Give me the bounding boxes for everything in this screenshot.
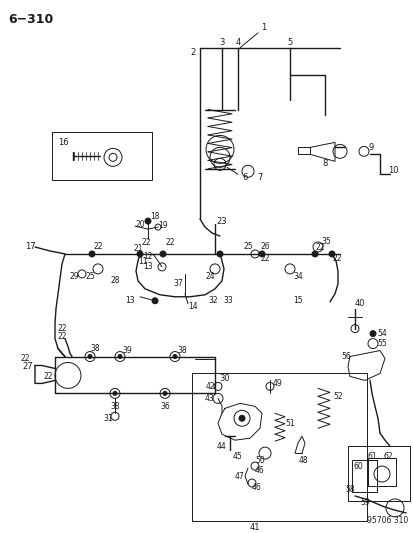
Text: 56: 56 xyxy=(340,352,350,361)
Text: 22: 22 xyxy=(314,244,324,253)
Text: 51: 51 xyxy=(285,419,294,428)
Text: 22: 22 xyxy=(165,238,174,247)
Text: 59: 59 xyxy=(359,498,369,507)
Text: 58: 58 xyxy=(344,486,354,495)
Circle shape xyxy=(328,251,334,257)
Text: 47: 47 xyxy=(235,472,244,481)
Circle shape xyxy=(163,391,166,395)
Text: 6−310: 6−310 xyxy=(8,13,53,26)
Circle shape xyxy=(145,218,151,224)
Text: 11: 11 xyxy=(138,257,147,266)
Bar xyxy=(367,458,395,486)
Text: 25: 25 xyxy=(242,243,252,252)
Text: 6: 6 xyxy=(242,173,247,182)
Circle shape xyxy=(88,354,92,359)
Circle shape xyxy=(118,354,122,359)
Text: 13: 13 xyxy=(125,296,135,305)
Text: 20: 20 xyxy=(135,220,145,229)
Text: 12: 12 xyxy=(143,253,152,262)
Circle shape xyxy=(113,391,117,395)
Text: 2: 2 xyxy=(190,49,195,57)
Text: 37: 37 xyxy=(173,279,183,288)
Circle shape xyxy=(238,415,244,421)
Bar xyxy=(351,460,376,492)
Text: 31: 31 xyxy=(103,414,112,423)
Text: 15: 15 xyxy=(292,296,302,305)
Text: 7: 7 xyxy=(257,173,262,182)
Text: 22: 22 xyxy=(141,238,150,247)
Text: 16: 16 xyxy=(57,138,68,147)
Text: 55: 55 xyxy=(376,339,386,348)
Text: 34: 34 xyxy=(292,272,302,281)
Text: 8: 8 xyxy=(322,159,327,168)
Text: 28: 28 xyxy=(110,276,119,285)
Text: 43: 43 xyxy=(204,394,214,403)
Text: 5: 5 xyxy=(287,38,292,47)
Text: 46: 46 xyxy=(254,465,264,474)
Text: 18: 18 xyxy=(150,212,159,221)
Circle shape xyxy=(137,251,142,257)
Text: 42: 42 xyxy=(205,382,214,391)
Text: 14: 14 xyxy=(188,302,197,311)
Text: 40: 40 xyxy=(354,299,364,308)
Bar xyxy=(347,446,409,501)
Text: 22: 22 xyxy=(57,332,66,341)
Text: 30: 30 xyxy=(219,374,230,383)
Text: 26: 26 xyxy=(259,243,269,252)
Text: 3: 3 xyxy=(219,38,224,47)
Text: 33: 33 xyxy=(223,296,232,305)
Text: 39: 39 xyxy=(122,346,132,355)
Text: 95706 310: 95706 310 xyxy=(366,516,407,525)
Circle shape xyxy=(152,298,158,304)
Text: 61: 61 xyxy=(366,451,376,461)
Text: 62: 62 xyxy=(382,451,392,461)
Text: 19: 19 xyxy=(158,221,167,230)
Text: 4: 4 xyxy=(235,38,240,47)
Circle shape xyxy=(173,354,177,359)
Text: 54: 54 xyxy=(376,329,386,338)
Text: 52: 52 xyxy=(332,392,342,401)
Text: 22: 22 xyxy=(93,243,102,252)
Text: 22: 22 xyxy=(332,254,341,263)
Text: 46: 46 xyxy=(252,483,261,492)
Circle shape xyxy=(311,251,317,257)
Bar xyxy=(52,133,152,180)
Text: 21: 21 xyxy=(133,245,142,254)
Text: 17: 17 xyxy=(25,243,35,252)
Text: 27: 27 xyxy=(23,362,33,371)
Text: 41: 41 xyxy=(249,523,260,532)
Text: 23: 23 xyxy=(216,216,227,225)
Text: 9: 9 xyxy=(368,143,373,152)
Text: 24: 24 xyxy=(205,272,214,281)
Text: 10: 10 xyxy=(387,166,397,175)
Text: 49: 49 xyxy=(273,379,282,388)
Text: 38: 38 xyxy=(90,344,100,353)
Text: 60: 60 xyxy=(352,462,362,471)
Text: 45: 45 xyxy=(233,451,242,461)
Text: 48: 48 xyxy=(297,456,307,465)
Text: 36: 36 xyxy=(160,402,169,411)
Text: 25: 25 xyxy=(85,272,95,281)
Circle shape xyxy=(159,251,166,257)
Text: 35: 35 xyxy=(320,237,330,246)
Bar xyxy=(192,374,366,521)
Text: 22: 22 xyxy=(43,372,52,381)
Text: 44: 44 xyxy=(216,442,226,451)
Text: 32: 32 xyxy=(208,296,217,305)
Text: 50: 50 xyxy=(254,456,264,465)
Circle shape xyxy=(89,251,95,257)
Text: 38: 38 xyxy=(177,346,186,355)
Text: 22: 22 xyxy=(20,354,30,363)
Text: 38: 38 xyxy=(110,402,119,411)
Circle shape xyxy=(369,330,375,337)
Text: 29: 29 xyxy=(69,272,78,281)
Text: 22: 22 xyxy=(57,324,66,333)
Text: 22: 22 xyxy=(260,254,269,263)
Circle shape xyxy=(216,251,223,257)
Text: 1: 1 xyxy=(261,23,266,33)
Text: 13: 13 xyxy=(143,262,152,271)
Circle shape xyxy=(259,251,264,257)
